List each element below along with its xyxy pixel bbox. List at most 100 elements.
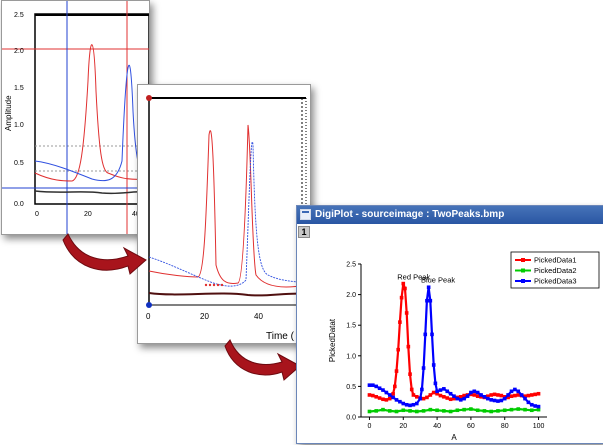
x-tick-label: 20 bbox=[399, 423, 407, 430]
source-plot: 2.5 2.0 1.5 1.0 0.5 0.0 0 20 40 Amplitud… bbox=[2, 1, 149, 234]
data-point bbox=[420, 387, 424, 392]
digitized-image: 0 20 40 Time ( bbox=[146, 95, 307, 342]
data-point bbox=[428, 298, 433, 303]
data-point bbox=[519, 393, 524, 397]
data-point bbox=[506, 393, 510, 397]
data-point bbox=[499, 393, 504, 398]
data-point bbox=[398, 399, 402, 404]
window-app-icon bbox=[300, 209, 311, 220]
data-point bbox=[506, 395, 510, 400]
data-point bbox=[401, 408, 406, 413]
data-point bbox=[394, 398, 399, 402]
data-point bbox=[430, 332, 434, 337]
data-point bbox=[492, 398, 497, 403]
data-point bbox=[475, 390, 480, 395]
y-axis-label: PickedDatat bbox=[328, 318, 337, 362]
data-point bbox=[421, 366, 426, 370]
data-point bbox=[438, 388, 443, 392]
data-point bbox=[509, 394, 514, 398]
data-point bbox=[475, 394, 480, 398]
data-point bbox=[452, 396, 456, 401]
data-point bbox=[509, 407, 514, 412]
data-point bbox=[409, 387, 414, 392]
data-point bbox=[509, 389, 514, 394]
data-point bbox=[428, 393, 433, 397]
y-tick-label: 1.5 bbox=[346, 323, 356, 330]
data-point bbox=[536, 407, 541, 412]
data-point bbox=[489, 393, 493, 397]
data-point bbox=[423, 332, 428, 337]
digiplot-window[interactable]: DigiPlot - sourceimage : TwoPeaks.bmp 1 … bbox=[296, 205, 603, 444]
page-number-badge[interactable]: 1 bbox=[298, 226, 310, 238]
data-point bbox=[513, 387, 517, 392]
x-tick-label: 40 bbox=[433, 423, 441, 430]
data-point bbox=[404, 402, 409, 407]
data-point bbox=[496, 399, 500, 403]
source-xtick: 0 bbox=[35, 211, 39, 218]
source-plot-frame: 2.5 2.0 1.5 1.0 0.5 0.0 0 20 40 Amplitud… bbox=[1, 0, 150, 235]
data-point bbox=[431, 390, 436, 395]
data-point bbox=[472, 393, 477, 397]
curved-arrow-icon bbox=[62, 233, 147, 275]
data-point bbox=[401, 401, 406, 406]
y-tick-label: 0.0 bbox=[346, 415, 356, 422]
data-point bbox=[445, 389, 450, 394]
data-point bbox=[455, 408, 460, 413]
data-point bbox=[455, 396, 460, 401]
data-point bbox=[384, 398, 389, 402]
peak-annotation: Red Peak bbox=[397, 272, 430, 281]
x-tick-label: 60 bbox=[467, 423, 475, 430]
y-tick-label: 0.5 bbox=[346, 384, 356, 391]
data-point bbox=[482, 395, 487, 399]
data-point bbox=[516, 407, 521, 411]
data-point bbox=[403, 286, 407, 291]
legend-label: PickedData2 bbox=[534, 266, 577, 275]
source-xtick: 40 bbox=[132, 211, 140, 218]
y-tick-label: 2.0 bbox=[346, 292, 356, 299]
digitized-image-frame: 0 20 40 Time ( bbox=[137, 84, 311, 344]
data-point bbox=[415, 401, 419, 406]
peak-annotation: Blue Peak bbox=[421, 275, 455, 284]
x-tick-label: 80 bbox=[501, 423, 509, 430]
data-point bbox=[469, 390, 473, 395]
x-tick-label: 100 bbox=[533, 423, 545, 430]
data-point bbox=[384, 390, 389, 395]
data-point bbox=[442, 387, 446, 391]
data-point bbox=[428, 407, 433, 412]
data-point bbox=[469, 392, 473, 397]
data-point bbox=[462, 407, 466, 412]
data-point bbox=[502, 396, 507, 401]
data-point bbox=[469, 407, 473, 411]
data-point bbox=[394, 369, 399, 373]
data-point bbox=[529, 393, 534, 397]
source-ytick: 0.0 bbox=[14, 201, 24, 208]
data-point bbox=[502, 395, 507, 399]
data-point bbox=[448, 397, 453, 402]
window-titlebar[interactable]: DigiPlot - sourceimage : TwoPeaks.bmp bbox=[297, 206, 603, 224]
data-point bbox=[533, 392, 537, 397]
data-point bbox=[438, 393, 443, 398]
data-point bbox=[387, 409, 392, 413]
data-point bbox=[462, 396, 466, 401]
data-point bbox=[479, 395, 483, 399]
source-ytick: 0.5 bbox=[14, 160, 24, 167]
legend-marker bbox=[521, 258, 525, 262]
legend-marker bbox=[521, 268, 525, 273]
data-point bbox=[399, 295, 404, 300]
source-ytick: 1.0 bbox=[14, 122, 24, 129]
y-tick-label: 2.5 bbox=[346, 262, 356, 269]
data-point bbox=[529, 408, 534, 413]
y-tick-label: 1.0 bbox=[346, 353, 356, 360]
data-point bbox=[426, 285, 431, 290]
data-point bbox=[475, 408, 480, 413]
data-point bbox=[486, 396, 490, 401]
data-point bbox=[516, 393, 521, 397]
data-point bbox=[371, 393, 375, 398]
data-point bbox=[381, 407, 385, 412]
x-tick-label: 0 bbox=[368, 423, 372, 430]
data-point bbox=[496, 393, 500, 397]
data-point bbox=[367, 393, 372, 397]
data-point bbox=[411, 402, 416, 407]
digitized-xlabel: Time ( bbox=[266, 331, 295, 342]
legend-label: PickedData1 bbox=[534, 256, 577, 265]
